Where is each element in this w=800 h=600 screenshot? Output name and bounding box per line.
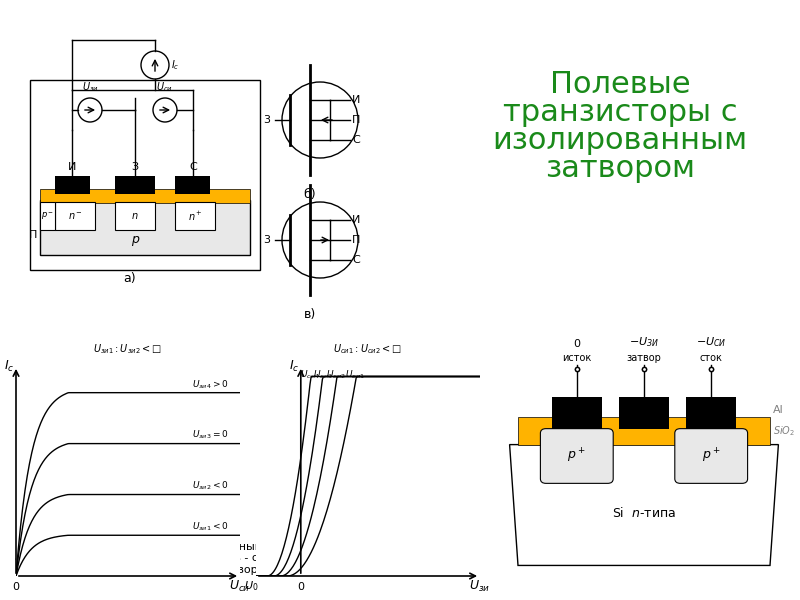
Text: $n^+$: $n^+$ <box>187 209 202 223</box>
FancyBboxPatch shape <box>674 428 747 484</box>
Circle shape <box>141 51 169 79</box>
Circle shape <box>78 98 102 122</box>
Bar <box>686 397 736 428</box>
Bar <box>40 200 250 255</box>
Text: $U_{зи4} > 0$: $U_{зи4} > 0$ <box>192 378 229 391</box>
Text: С: С <box>189 162 197 172</box>
Text: б): б) <box>304 188 316 201</box>
Polygon shape <box>510 445 778 565</box>
Bar <box>55 176 90 194</box>
Text: $-U_{СИ}$: $-U_{СИ}$ <box>696 335 726 349</box>
Text: $U_{зи}$: $U_{зи}$ <box>470 579 490 594</box>
Bar <box>115 176 155 194</box>
Text: транзисторы с: транзисторы с <box>502 98 738 127</box>
Text: $U_{си4}$: $U_{си4}$ <box>300 368 320 380</box>
Text: $U_{си}$: $U_{си}$ <box>157 80 174 94</box>
Text: исток: исток <box>562 353 591 362</box>
Bar <box>619 397 669 428</box>
Text: сток: сток <box>700 353 722 362</box>
Text: $I_с$: $I_с$ <box>4 358 14 374</box>
Bar <box>175 202 215 230</box>
Text: 0: 0 <box>574 339 580 349</box>
Text: Al: Al <box>773 406 783 415</box>
Text: 3: 3 <box>263 235 270 245</box>
Text: р: р <box>131 233 139 247</box>
Text: С: С <box>352 135 360 145</box>
Text: $I_с$: $I_с$ <box>289 358 299 374</box>
Text: 0: 0 <box>13 581 19 592</box>
Text: $U_{зи3} = 0$: $U_{зи3} = 0$ <box>192 429 229 442</box>
Bar <box>175 176 210 194</box>
Text: изолированным: изолированным <box>493 126 747 155</box>
FancyBboxPatch shape <box>30 80 260 270</box>
Text: Si  $n$-типа: Si $n$-типа <box>612 506 676 520</box>
Text: $U_{си3}$: $U_{си3}$ <box>313 368 332 380</box>
Text: $U_{си2}$: $U_{си2}$ <box>326 368 346 380</box>
Bar <box>115 202 155 230</box>
Text: З: З <box>131 162 138 172</box>
Text: 3: 3 <box>263 115 270 125</box>
Text: $I_с$: $I_с$ <box>171 58 179 72</box>
Text: затвор: затвор <box>626 353 662 362</box>
Text: И: И <box>352 95 360 105</box>
Text: Рис.1.16.  МДП-транзистор со встроенным каналом:
а - структура и схема включения: Рис.1.16. МДП-транзистор со встроенным к… <box>15 542 331 575</box>
Bar <box>40 189 250 203</box>
Bar <box>55 202 95 230</box>
Text: в): в) <box>304 308 316 321</box>
Text: Полевые: Полевые <box>550 70 690 99</box>
Text: затвором: затвором <box>545 154 695 183</box>
Text: И: И <box>68 162 76 172</box>
Text: С: С <box>352 255 360 265</box>
Bar <box>40 202 55 230</box>
Text: $U_{си1}$: $U_{си1}$ <box>346 368 365 380</box>
Circle shape <box>153 98 177 122</box>
Text: $U_{зи1} : U_{зи2} < □$: $U_{зи1} : U_{зи2} < □$ <box>94 341 162 355</box>
Text: $p^+$: $p^+$ <box>567 447 586 465</box>
Text: $U_{си}$: $U_{си}$ <box>230 579 250 594</box>
Text: $U_{зи2} < 0$: $U_{зи2} < 0$ <box>192 480 229 493</box>
Text: 0: 0 <box>298 581 304 592</box>
Text: а): а) <box>124 272 136 285</box>
Text: $n$: $n$ <box>131 211 138 221</box>
Text: И: И <box>352 215 360 225</box>
Text: $-U_{ЗИ}$: $-U_{ЗИ}$ <box>629 335 659 349</box>
Text: $U_{зи1} < 0$: $U_{зи1} < 0$ <box>192 521 229 533</box>
Bar <box>518 417 770 445</box>
Text: $p^+$: $p^+$ <box>702 447 721 465</box>
Text: $U_{зи}$: $U_{зи}$ <box>82 80 98 94</box>
Text: $p^-$: $p^-$ <box>41 210 54 222</box>
Text: П: П <box>352 115 360 125</box>
Text: П: П <box>352 235 360 245</box>
FancyBboxPatch shape <box>541 428 614 484</box>
Text: П: П <box>29 230 37 240</box>
Text: $U_{си1} : U_{си2} < □$: $U_{си1} : U_{си2} < □$ <box>334 341 402 355</box>
Bar <box>552 397 602 428</box>
Text: $SiO_2$: $SiO_2$ <box>773 424 795 438</box>
Text: $U_0$: $U_0$ <box>244 580 258 593</box>
Text: $n^-$: $n^-$ <box>67 211 82 221</box>
